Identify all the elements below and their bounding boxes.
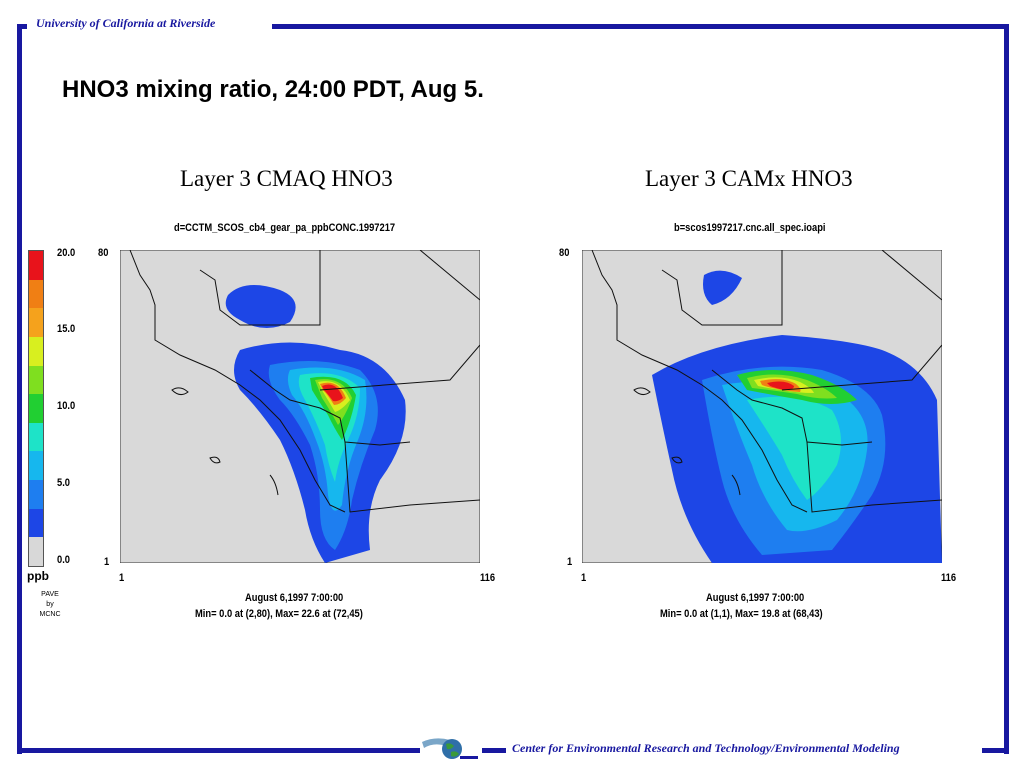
frame-left bbox=[17, 24, 22, 754]
colorbar-tick: 15.0 bbox=[57, 323, 76, 335]
frame-bottom-right bbox=[982, 748, 1009, 753]
colorbar-tick: 5.0 bbox=[57, 477, 71, 489]
map-camx bbox=[582, 250, 942, 563]
frame-bottom-left bbox=[17, 748, 420, 753]
y-bottom-label: 1 bbox=[567, 556, 573, 568]
colorbar-tick: 10.0 bbox=[57, 400, 76, 412]
panel-title-cmaq: Layer 3 CMAQ HNO3 bbox=[180, 166, 393, 191]
colorbar-segment bbox=[29, 480, 43, 509]
colorbar bbox=[28, 250, 44, 567]
colorbar-segment bbox=[29, 508, 43, 538]
panel-date-cmaq: August 6,1997 7:00:00 bbox=[245, 592, 344, 604]
panel-title-camx: Layer 3 CAMx HNO3 bbox=[645, 166, 853, 191]
x-left-label: 1 bbox=[581, 572, 587, 584]
x-left-label: 1 bbox=[119, 572, 125, 584]
colorbar-segment bbox=[29, 422, 43, 452]
y-top-label: 80 bbox=[98, 247, 109, 259]
credit-line: by bbox=[46, 601, 54, 608]
colorbar-segment bbox=[29, 365, 43, 395]
colorbar-segment bbox=[29, 537, 43, 566]
colorbar-segment bbox=[29, 336, 43, 366]
panel-file-cmaq: d=CCTM_SCOS_cb4_gear_pa_ppbCONC.1997217 bbox=[174, 222, 396, 234]
x-right-label: 116 bbox=[480, 572, 496, 584]
credit-line: MCNC bbox=[39, 611, 61, 618]
colorbar-tick: 0.0 bbox=[57, 554, 71, 566]
credit-line: PAVE bbox=[41, 591, 59, 598]
panel-stats-camx: Min= 0.0 at (1,1), Max= 19.8 at (68,43) bbox=[660, 608, 823, 620]
y-top-label: 80 bbox=[559, 247, 570, 259]
frame-bottom-mid bbox=[482, 748, 506, 753]
colorbar-segment bbox=[29, 279, 43, 309]
colorbar-unit: ppb bbox=[27, 569, 49, 583]
colorbar-segment bbox=[29, 251, 43, 280]
frame-right bbox=[1004, 24, 1009, 754]
colorbar-tick: 20.0 bbox=[57, 247, 76, 259]
panel-file-camx: b=scos1997217.cnc.all_spec.ioapi bbox=[674, 222, 826, 234]
y-bottom-label: 1 bbox=[104, 556, 110, 568]
footer-center-name: Center for Environmental Research and Te… bbox=[512, 741, 900, 755]
panel-stats-cmaq: Min= 0.0 at (2,80), Max= 22.6 at (72,45) bbox=[195, 608, 363, 620]
colorbar-segment bbox=[29, 308, 43, 337]
frame-top-right bbox=[272, 24, 1008, 29]
colorbar-segment bbox=[29, 451, 43, 480]
header-organization: University of California at Riverside bbox=[36, 16, 216, 30]
x-right-label: 116 bbox=[941, 572, 957, 584]
map-cmaq bbox=[120, 250, 480, 563]
globe-logo-icon bbox=[422, 738, 478, 759]
slide-title: HNO3 mixing ratio, 24:00 PDT, Aug 5. bbox=[62, 76, 484, 103]
colorbar-segment bbox=[29, 394, 43, 423]
frame-top-left bbox=[17, 24, 27, 29]
panel-date-camx: August 6,1997 7:00:00 bbox=[706, 592, 805, 604]
